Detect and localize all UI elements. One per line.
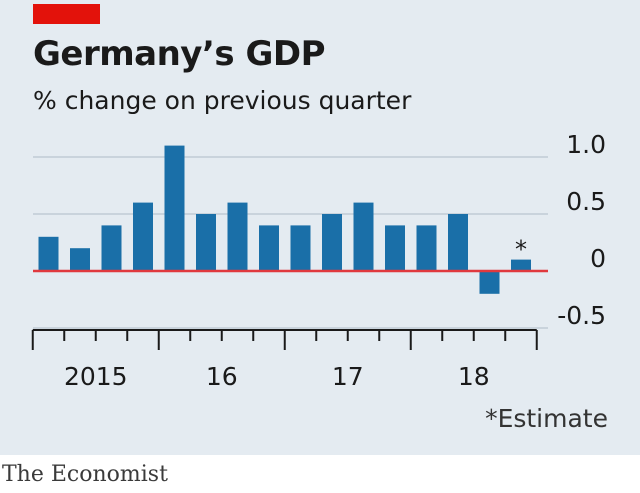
y-tick-label: 0 xyxy=(590,244,606,273)
bar xyxy=(133,202,153,271)
bar xyxy=(353,202,374,271)
bar xyxy=(70,248,90,271)
bar xyxy=(416,225,437,271)
source-credit: The Economist xyxy=(2,462,168,487)
x-tick-label: 2015 xyxy=(64,362,128,391)
bar xyxy=(38,236,59,271)
bar xyxy=(385,225,405,271)
bar xyxy=(479,271,500,294)
y-tick-label: -0.5 xyxy=(557,301,606,330)
estimate-marker: * xyxy=(515,236,527,264)
chart-title: Germany’s GDP xyxy=(33,34,326,74)
estimate-footnote: *Estimate xyxy=(485,404,608,433)
x-tick-label: 18 xyxy=(458,362,490,391)
brand-tag xyxy=(33,4,100,24)
x-tick-label: 16 xyxy=(206,362,238,391)
bar xyxy=(259,225,279,271)
y-tick-label: 0.5 xyxy=(566,187,606,216)
chart-subtitle: % change on previous quarter xyxy=(33,86,412,115)
bar xyxy=(101,225,122,271)
bar-chart: 1.0 0.5 0 -0.5 * 2015 16 17 18 xyxy=(31,130,606,391)
x-tick-label: 17 xyxy=(332,362,364,391)
y-tick-label: 1.0 xyxy=(566,130,606,159)
bar xyxy=(322,214,342,271)
bar xyxy=(227,202,248,271)
bar xyxy=(448,214,468,271)
bar xyxy=(164,145,185,271)
bar xyxy=(290,225,311,271)
bar xyxy=(196,214,216,271)
bar xyxy=(511,259,531,271)
